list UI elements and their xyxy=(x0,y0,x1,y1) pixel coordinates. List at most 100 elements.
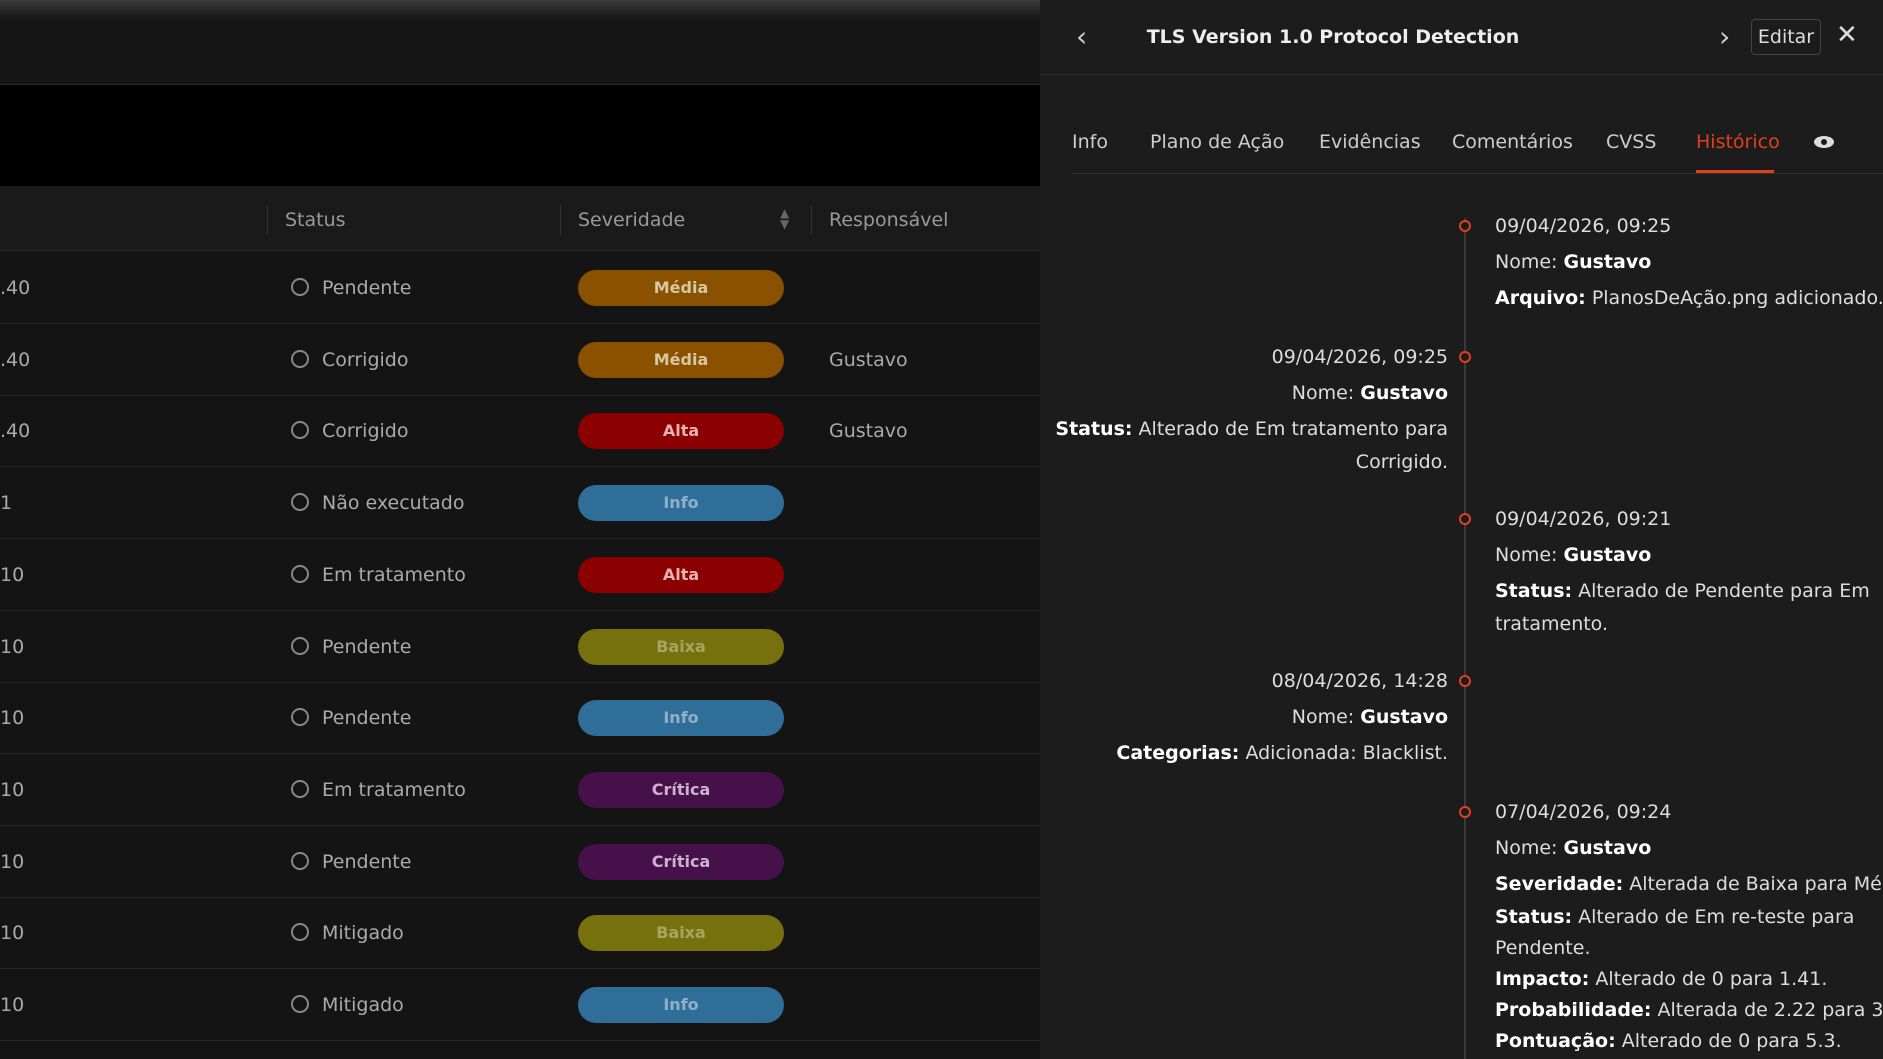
severity-badge: Alta xyxy=(578,413,784,450)
column-header[interactable]: Severidade xyxy=(578,209,686,231)
row-divider xyxy=(0,394,1040,396)
history-entry: 09/04/2026, 09:21 Nome: Gustavo Status: Al… xyxy=(1495,501,1870,640)
text: Gustavo xyxy=(1360,706,1448,728)
prev-button[interactable]: ‹ xyxy=(1076,20,1088,53)
table-header xyxy=(0,186,1040,251)
text: PlanosDeAção.png adicionado. xyxy=(1591,287,1883,309)
column-header[interactable]: Status xyxy=(285,209,346,231)
tab-underline xyxy=(1696,170,1774,173)
column-header[interactable]: Responsável xyxy=(829,209,949,231)
severity-badge: Info xyxy=(578,700,784,737)
row-divider xyxy=(0,323,1040,324)
text: Status: xyxy=(1055,418,1133,440)
status-cell: Em tratamento xyxy=(322,778,466,801)
text: 08/04/2026, 14:28 xyxy=(1271,670,1448,692)
entry-author: Nome: Gustavo xyxy=(1495,830,1883,866)
severity-badge: Média xyxy=(578,341,784,378)
divider xyxy=(560,205,561,235)
status-icon xyxy=(291,564,309,583)
severity-badge: Crítica xyxy=(578,771,784,808)
text: Nome: xyxy=(1495,251,1558,273)
next-button[interactable]: › xyxy=(1719,20,1731,53)
ip-cell: .40 xyxy=(0,348,31,371)
row-divider xyxy=(0,466,1040,468)
responsible-cell: Gustavo xyxy=(829,348,908,371)
entry-change: Pendente. xyxy=(1495,933,1883,964)
history-entry: 08/04/2026, 14:28 Nome: Gustavo Categorias… xyxy=(1116,663,1448,771)
text: Alterado de 0 para 1.41. xyxy=(1595,968,1828,990)
text: Alterado de 0 para 5.3. xyxy=(1621,1030,1842,1052)
row-divider xyxy=(0,1040,1040,1041)
text: Alterado de Em re-teste para xyxy=(1578,906,1855,928)
status-cell: Pendente xyxy=(322,850,412,873)
text: tratamento. xyxy=(1495,613,1609,635)
text: Adicionada: Blacklist. xyxy=(1245,742,1448,764)
status-icon xyxy=(291,278,309,296)
history-entry: 09/04/2026, 09:25 Nome: Gustavo Status: Al… xyxy=(1055,339,1448,478)
tab[interactable]: Evidências xyxy=(1319,131,1421,153)
severity-badge: Baixa xyxy=(578,628,784,665)
text: 09/04/2026, 09:21 xyxy=(1495,508,1672,530)
entry-change: Categorias: Adicionada: Blacklist. xyxy=(1116,735,1448,771)
entry-author: Nome: Gustavo xyxy=(1495,537,1870,573)
entry-author: Nome: Gustavo xyxy=(1495,244,1883,280)
entry-date: 09/04/2026, 09:25 xyxy=(1055,339,1448,375)
edit-button[interactable]: Editar xyxy=(1751,19,1821,55)
entry-change: tratamento. xyxy=(1495,609,1870,640)
text: 09/04/2026, 09:25 xyxy=(1271,346,1448,368)
tab[interactable]: CVSS xyxy=(1606,131,1657,153)
entry-author: Nome: Gustavo xyxy=(1116,699,1448,735)
text: Severidade: xyxy=(1495,873,1624,895)
text: Impacto: xyxy=(1495,968,1590,990)
status-icon xyxy=(291,851,309,870)
text: Alterada de 2.22 para 3.89. xyxy=(1657,999,1883,1021)
entry-change: Pontuação: Alterado de 0 para 5.3. xyxy=(1495,1026,1883,1057)
timeline-dot xyxy=(1459,806,1471,818)
text: Probabilidade: xyxy=(1495,999,1652,1021)
entry-date: 07/04/2026, 09:24 xyxy=(1495,794,1883,830)
close-button[interactable]: ✕ xyxy=(1836,20,1858,50)
text: Nome: xyxy=(1291,706,1355,728)
tab[interactable]: Comentários xyxy=(1452,131,1573,153)
text: Categorias: xyxy=(1116,742,1240,764)
status-cell: Não executado xyxy=(322,492,465,515)
text: Nome: xyxy=(1291,382,1355,404)
entry-change: Status: Alterado de Em re-teste para xyxy=(1495,902,1883,933)
severity-badge: Crítica xyxy=(578,843,784,880)
text: Arquivo: xyxy=(1495,287,1586,309)
ip-cell: 10 xyxy=(0,850,25,873)
entry-change: Severidade: Alterada de Baixa para Média… xyxy=(1495,866,1883,902)
text: Gustavo xyxy=(1563,251,1652,273)
text: Gustavo xyxy=(1563,837,1652,859)
status-icon xyxy=(291,708,309,727)
entry-change: Status: Alterado de Pendente para Em xyxy=(1495,573,1870,609)
entry-change: Probabilidade: Alterada de 2.22 para 3.8… xyxy=(1495,995,1883,1026)
status-cell: Mitigado xyxy=(322,994,404,1016)
severity-badge: Alta xyxy=(578,556,784,593)
tab[interactable]: Histórico xyxy=(1696,131,1780,153)
detail-panel: ‹ TLS Version 1.0 Protocol Detection › E… xyxy=(1040,0,1883,1059)
entry-date: 09/04/2026, 09:21 xyxy=(1495,501,1870,537)
row-divider xyxy=(0,824,1040,826)
status-cell: Mitigado xyxy=(322,922,404,945)
sort-icon[interactable]: ▲ ▼ xyxy=(780,206,790,231)
status-cell: Pendente xyxy=(322,277,412,299)
row-divider xyxy=(0,968,1040,970)
text: Nome: xyxy=(1495,837,1558,859)
ip-cell: 10 xyxy=(0,778,25,801)
tab[interactable]: Plano de Ação xyxy=(1150,131,1285,153)
status-icon xyxy=(291,421,309,440)
tab[interactable]: Info xyxy=(1072,131,1108,153)
timeline-dot xyxy=(1459,675,1471,687)
history-entry: 09/04/2026, 09:25 Nome: Gustavo Arquivo: P… xyxy=(1495,208,1883,316)
severity-badge: Info xyxy=(578,485,784,522)
text: Gustavo xyxy=(1563,544,1652,566)
text: 09/04/2026, 09:25 xyxy=(1495,215,1672,237)
history-entry: 07/04/2026, 09:24 Nome: Gustavo Severidade… xyxy=(1495,794,1883,1057)
text: 07/04/2026, 09:24 xyxy=(1495,801,1672,823)
status-icon xyxy=(291,349,309,368)
eye-icon[interactable] xyxy=(1812,132,1836,152)
tabs-divider xyxy=(1072,173,1883,174)
entry-author: Nome: Gustavo xyxy=(1055,375,1448,411)
row-divider xyxy=(0,609,1040,611)
